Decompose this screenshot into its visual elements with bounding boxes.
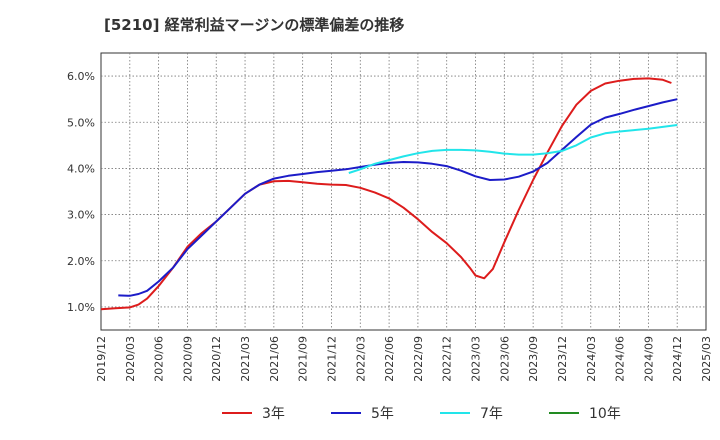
chart-title: [5210] 経常利益マージンの標準偏差の推移 [104, 16, 405, 34]
legend-item: 3年 [222, 403, 285, 423]
legend-item: 7年 [440, 403, 503, 423]
x-tick-label: 2024/12 [671, 336, 684, 382]
gridlines [101, 53, 706, 330]
legend-item: 10年 [549, 403, 621, 423]
legend-swatch [331, 412, 361, 414]
legend-label: 7年 [480, 406, 503, 422]
legend-swatch [222, 412, 252, 414]
legend-label: 5年 [371, 406, 394, 422]
series-line-3年 [100, 77, 672, 311]
x-tick-label: 2019/12 [95, 336, 108, 382]
x-tick-label: 2023/06 [498, 336, 511, 382]
y-tick-label: 4.0% [67, 162, 95, 175]
x-tick-label: 2020/12 [210, 336, 223, 382]
y-tick-label: 2.0% [67, 255, 95, 268]
series-line-5年 [118, 98, 678, 297]
x-tick-label: 2024/09 [642, 336, 655, 382]
x-tick-label: 2023/03 [470, 336, 483, 382]
legend-swatch [440, 412, 470, 414]
line-chart: 1.0%2.0%3.0%4.0%5.0%6.0% 2019/12 2020/03 2… [67, 52, 713, 382]
x-tick-label: 2025/03 [700, 336, 713, 382]
plot-background [100, 52, 707, 331]
x-tick-label: 2023/09 [527, 336, 540, 382]
x-tick-label: 2020/03 [124, 336, 137, 382]
x-tick-label: 2024/06 [614, 336, 627, 382]
y-tick-label: 1.0% [67, 301, 95, 314]
y-tick-label: 3.0% [67, 209, 95, 222]
x-tick-label: 2020/06 [153, 336, 166, 382]
x-tick-label: 2023/12 [556, 336, 569, 382]
y-tick-label: 5.0% [67, 116, 95, 129]
legend-label: 10年 [589, 406, 621, 422]
x-tick-label: 2024/03 [585, 336, 598, 382]
x-axis-tick-labels: 2019/12 2020/03 2020/06 2020/09 2020/12 2021/… [95, 336, 713, 382]
x-tick-label: 2022/03 [354, 336, 367, 382]
x-tick-label: 2022/06 [383, 336, 396, 382]
legend: 3年 5年 7年 10年 [0, 400, 720, 430]
y-tick-label: 6.0% [67, 70, 95, 83]
legend-swatch [549, 412, 579, 414]
x-tick-label: 2021/09 [297, 336, 310, 382]
y-axis-tick-labels: 1.0% 2.0% 3.0% 4.0% 5.0% 6.0% [67, 70, 95, 314]
x-tick-label: 2021/12 [325, 336, 338, 382]
x-tick-label: 2020/09 [181, 336, 194, 382]
series-line-7年 [348, 124, 678, 174]
x-tick-label: 2021/03 [239, 336, 252, 382]
x-tick-label: 2022/09 [412, 336, 425, 382]
legend-item: 5年 [331, 403, 394, 423]
legend-label: 3年 [262, 406, 285, 422]
x-tick-label: 2022/12 [441, 336, 454, 382]
series-lines [100, 77, 678, 311]
x-tick-label: 2021/06 [268, 336, 281, 382]
